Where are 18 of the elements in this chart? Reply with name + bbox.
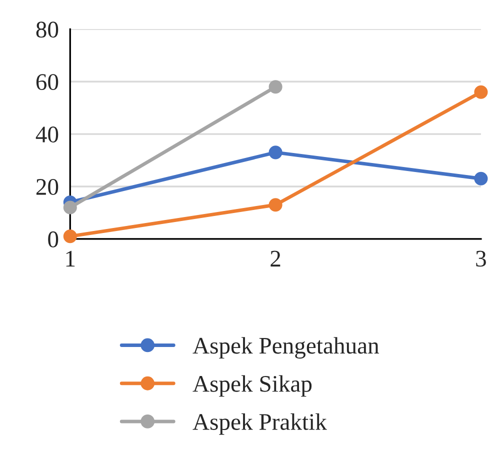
y-tick-label: 80	[36, 22, 58, 38]
point	[268, 80, 282, 94]
y-tick-label: 0	[48, 231, 58, 248]
point	[474, 85, 488, 99]
legend-label: Aspek Pengetahuan	[192, 337, 379, 359]
legend-label: Aspek Praktik	[192, 413, 327, 435]
x-tick-label: 3	[476, 250, 486, 267]
x-tick-label: 2	[270, 250, 280, 266]
point	[63, 200, 77, 214]
y-tick-label: 40	[36, 126, 58, 142]
point	[474, 172, 488, 186]
y-tick-label: 20	[36, 178, 58, 195]
point	[268, 146, 282, 160]
point	[268, 198, 282, 212]
x-tick-label: 1	[66, 250, 75, 266]
point	[63, 230, 77, 244]
legend-label: Aspek Sikap	[192, 375, 312, 397]
y-tick-label: 60	[36, 74, 58, 90]
